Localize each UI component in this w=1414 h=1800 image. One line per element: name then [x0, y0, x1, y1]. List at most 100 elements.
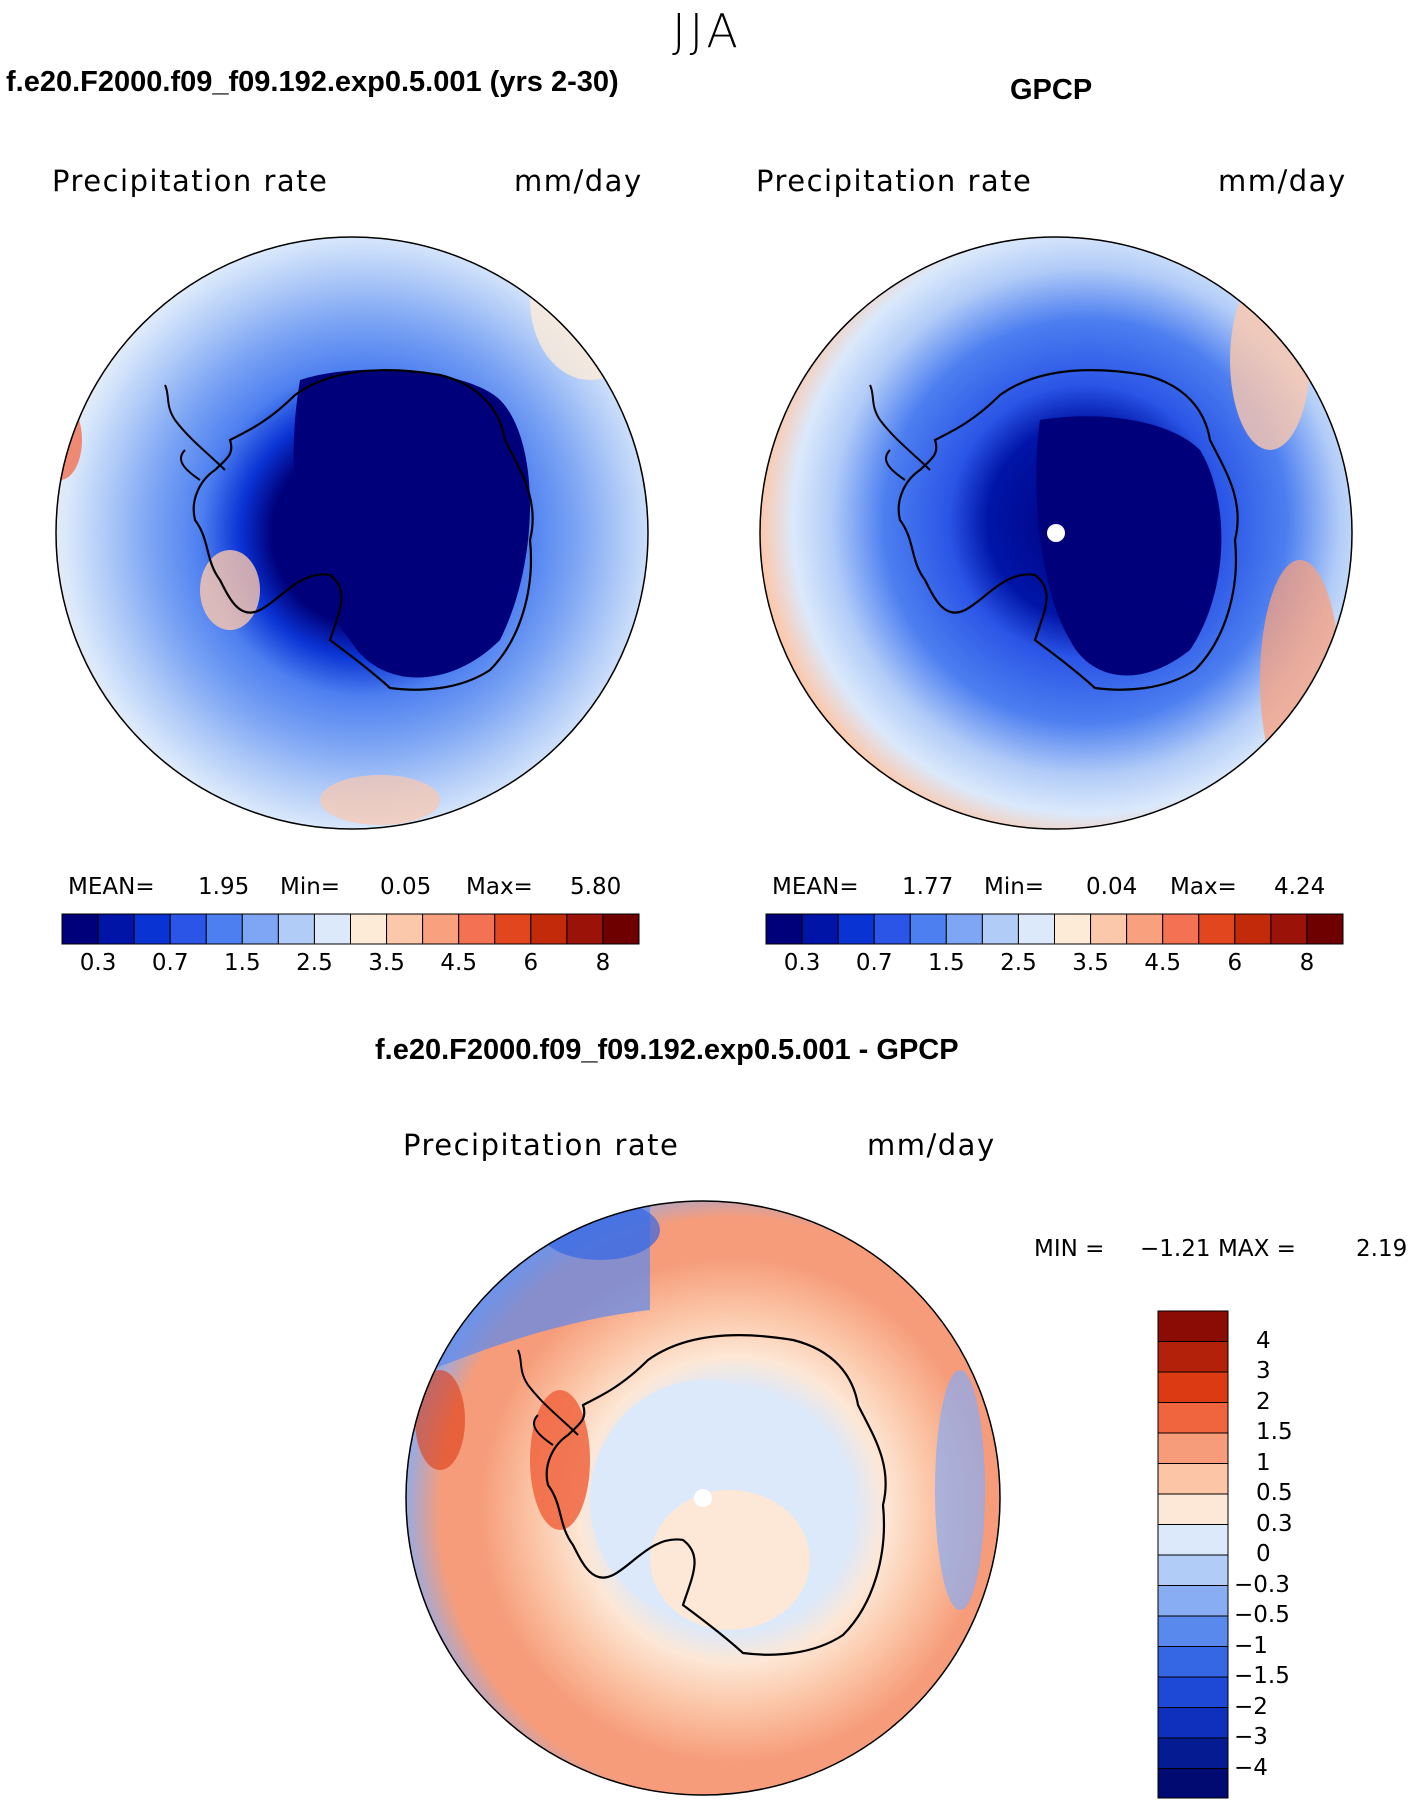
obs-colorbar-tick-label: 0.7: [855, 950, 893, 976]
diff-colorbar-tick-label: −0.5: [1234, 1602, 1290, 1628]
model-colorbar-swatch: [61, 913, 99, 945]
diff-colorbar-swatch: [1157, 1646, 1229, 1678]
obs-colorbar-swatch: [765, 913, 803, 945]
obs-colorbar-tick-label: 1.5: [928, 950, 965, 976]
season-title: JJA: [672, 4, 742, 58]
obs-variable-label: Precipitation rate: [756, 164, 1033, 198]
obs-colorbar-swatch: [945, 913, 983, 945]
obs-min-value: 0.04: [1086, 874, 1138, 900]
diff-variable-label: Precipitation rate: [403, 1128, 680, 1162]
model-colorbar-swatch: [133, 913, 171, 945]
model-colorbar-swatch: [422, 913, 460, 945]
diff-colorbar-swatch: [1157, 1737, 1229, 1769]
diff-colorbar-tick-label: −4: [1234, 1754, 1268, 1781]
model-colorbar-swatch: [205, 913, 243, 945]
model-colorbar-swatch: [313, 913, 351, 945]
model-colorbar-swatch: [566, 913, 604, 945]
diff-antarctica-coastline: [545, 1334, 887, 1656]
diff-colorbar-tick-label: 2: [1256, 1388, 1271, 1415]
model-colorbar-tick-label: 1.5: [224, 950, 261, 976]
model-colorbar-swatch: [350, 913, 388, 945]
obs-colorbar-swatch: [837, 913, 875, 945]
obs-colorbar-tick-label: 0.3: [783, 950, 821, 976]
obs-colorbar-tick-label: 2.5: [1000, 950, 1037, 976]
model-colorbar-tick-label: 2.5: [296, 950, 333, 976]
diff-colorbar-swatch: [1157, 1615, 1229, 1647]
diff-colorbar-swatch: [1157, 1463, 1229, 1495]
diff-colorbar-swatch: [1157, 1432, 1229, 1464]
obs-mean-label: MEAN=: [772, 874, 859, 900]
obs-colorbar-swatch: [1270, 913, 1308, 945]
diff-map-border: [405, 1200, 1001, 1796]
obs-panel-title: GPCP: [1010, 74, 1093, 106]
model-min-value: 0.05: [380, 874, 432, 900]
model-mean-value: 1.95: [198, 874, 250, 900]
obs-min-label: Min=: [984, 874, 1045, 900]
diff-colorbar-tick-label: −1: [1234, 1632, 1268, 1659]
model-min-label: Min=: [280, 874, 341, 900]
model-colorbar-tick-label: 6: [523, 950, 539, 976]
obs-colorbar: [765, 913, 1344, 945]
diff-units-label: mm/day: [867, 1128, 996, 1162]
obs-colorbar-swatch: [1306, 913, 1344, 945]
diff-colorbar-tick-label: 1.5: [1256, 1419, 1293, 1445]
diff-colorbar-tick-label: 4: [1256, 1327, 1271, 1354]
obs-colorbar-swatch: [1017, 913, 1055, 945]
model-colorbar-swatch: [169, 913, 207, 945]
diff-pole-marker: [694, 1489, 712, 1507]
diff-peninsula-coastline: [517, 1349, 579, 1446]
model-colorbar-swatch: [494, 913, 532, 945]
diff-colorbar-swatch: [1157, 1402, 1229, 1434]
model-colorbar-swatch: [386, 913, 424, 945]
diff-colorbar-swatch: [1157, 1341, 1229, 1373]
model-map-border: [55, 236, 649, 830]
obs-colorbar-swatch: [1126, 913, 1164, 945]
diff-max-label: MAX =: [1218, 1236, 1296, 1262]
obs-colorbar-swatch: [981, 913, 1019, 945]
diff-colorbar-tick-label: 3: [1256, 1358, 1271, 1384]
obs-peninsula-coastline: [869, 384, 931, 481]
model-colorbar-tick-label: 8: [595, 950, 611, 976]
obs-colorbar-tick-label: 8: [1299, 950, 1315, 976]
diff-colorbar-swatch: [1157, 1554, 1229, 1586]
model-colorbar-swatch: [277, 913, 315, 945]
model-colorbar: [61, 913, 640, 945]
model-mean-label: MEAN=: [68, 874, 155, 900]
diff-colorbar-swatch: [1157, 1310, 1229, 1342]
model-colorbar-swatch: [241, 913, 279, 945]
model-colorbar-swatch: [530, 913, 568, 945]
obs-colorbar-swatch: [1198, 913, 1236, 945]
model-map: [55, 236, 649, 830]
diff-colorbar-tick-label: 0: [1256, 1541, 1271, 1567]
model-peninsula-coastline: [164, 384, 226, 481]
diff-colorbar-swatch: [1157, 1585, 1229, 1617]
obs-units-label: mm/day: [1218, 164, 1347, 198]
obs-max-label: Max=: [1170, 874, 1237, 900]
obs-colorbar-swatch: [1090, 913, 1128, 945]
diff-colorbar-swatch: [1157, 1524, 1229, 1556]
model-colorbar-swatch: [602, 913, 640, 945]
model-max-value: 5.80: [570, 874, 622, 900]
diff-colorbar-tick-label: 0.5: [1256, 1480, 1293, 1506]
obs-colorbar-swatch: [1234, 913, 1272, 945]
diff-map: [405, 1200, 1001, 1796]
model-colorbar-swatch: [458, 913, 496, 945]
diff-colorbar-tick-label: 0.3: [1256, 1510, 1293, 1537]
obs-colorbar-swatch: [1054, 913, 1092, 945]
diff-min-label: MIN =: [1034, 1236, 1105, 1262]
obs-colorbar-swatch: [801, 913, 839, 945]
obs-colorbar-swatch: [873, 913, 911, 945]
obs-colorbar-tick-label: 4.5: [1144, 950, 1181, 976]
obs-map: [759, 236, 1353, 830]
diff-colorbar-swatch: [1157, 1768, 1229, 1799]
obs-map-border: [759, 236, 1353, 830]
model-variable-label: Precipitation rate: [52, 164, 329, 198]
obs-colorbar-swatch: [909, 913, 947, 945]
diff-colorbar-tick-label: −2: [1234, 1693, 1268, 1720]
diff-colorbar-tick-label: −3: [1234, 1724, 1268, 1750]
diff-colorbar-tick-label: 1: [1256, 1449, 1271, 1476]
model-panel-title: f.e20.F2000.f09_f09.192.exp0.5.001 (yrs …: [6, 66, 619, 98]
diff-max-value: 2.19: [1356, 1236, 1408, 1262]
obs-max-value: 4.24: [1274, 874, 1326, 900]
